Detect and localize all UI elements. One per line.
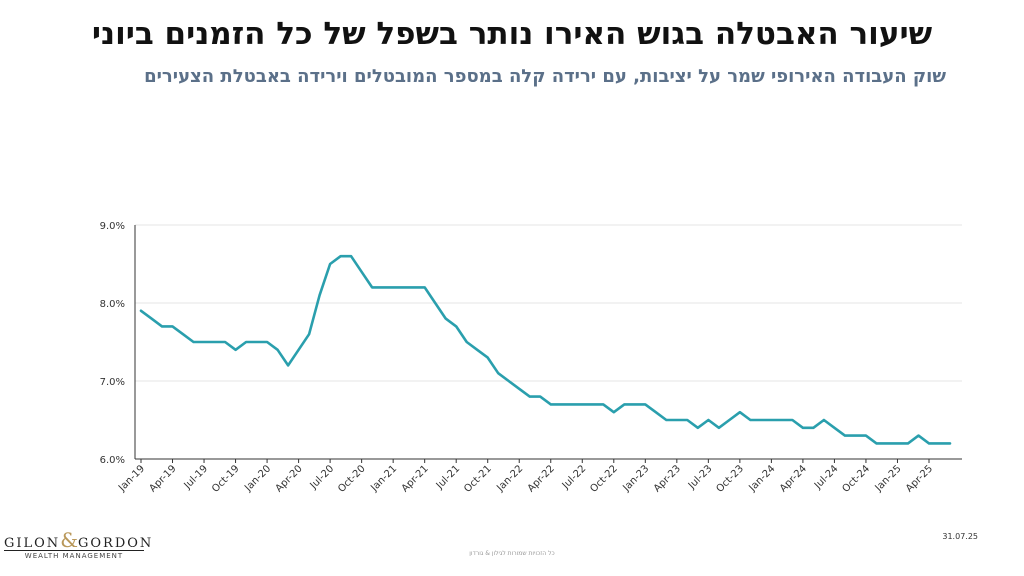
x-tick-label: Jul-23 [686,463,715,492]
axes [134,225,962,460]
x-tick-label: Apr-23 [652,463,683,494]
x-tick-label: Jan-22 [494,463,525,494]
page-title: שיעור האבטלה בגוש האירו נותר בשפל של כל … [91,16,933,52]
x-tick-label: Apr-25 [904,463,935,494]
gilon-gordon-logo: GILON&GORDON WEALTH MANAGEMENT [4,528,151,564]
logo-divider [4,550,144,551]
x-tick-label: Jan-21 [368,463,399,494]
y-tick-label: 6.0% [100,455,125,466]
page-subtitle: שוק העבודה האירופי שמר על יציבות, עם ירי… [144,66,946,87]
x-tick-label: Apr-24 [778,463,809,494]
x-tick-label: Apr-20 [274,463,305,494]
x-tick-label: Apr-19 [148,463,179,494]
x-tick-label: Jul-24 [812,463,841,492]
series-line [139,254,952,445]
y-tick-label: 7.0% [100,377,125,388]
y-tick-label: 8.0% [100,299,125,310]
x-tick-label: Jul-20 [308,463,337,492]
copyright-notice: כל הזכויות שמורות לגילון & גורדון [469,550,555,557]
x-tick-label: Oct-22 [588,463,620,495]
series-layer [139,254,952,445]
x-tick-label: Jan-24 [747,463,778,494]
x-tick-label: Jul-21 [434,463,463,492]
slide-date: 31.07.25 [942,532,978,541]
x-tick-label: Jan-23 [620,463,651,494]
gridlines [135,224,962,382]
logo-word-right: GORDON [78,536,154,551]
x-tick-label: Jan-25 [873,463,904,494]
logo-wordmark: GILON&GORDON [4,528,151,552]
y-tick-labels: 6.0% 7.0% 8.0% 9.0% [100,221,125,466]
x-tick-label: Jan-19 [116,463,147,494]
x-tick-label: Oct-23 [714,463,746,495]
x-tick-label: Oct-19 [210,463,242,495]
x-tick-label: Apr-22 [526,463,557,494]
x-tick-label: Apr-21 [400,463,431,494]
logo-ampersand: & [60,528,78,552]
x-tick-labels: Jan-19 Apr-19 Jul-19 Oct-19 Jan-20 Apr-20 Jul-… [116,459,935,495]
logo-word-left: GILON [4,536,61,551]
x-tick-label: Jul-22 [560,463,589,492]
y-tick-label: 9.0% [100,221,125,232]
x-tick-label: Oct-20 [336,463,368,495]
logo-tagline: WEALTH MANAGEMENT [24,552,124,560]
x-tick-label: Oct-21 [462,463,494,495]
x-tick-label: Oct-24 [841,463,873,495]
x-tick-label: Jul-19 [182,463,211,492]
x-tick-label: Jan-20 [242,463,273,494]
